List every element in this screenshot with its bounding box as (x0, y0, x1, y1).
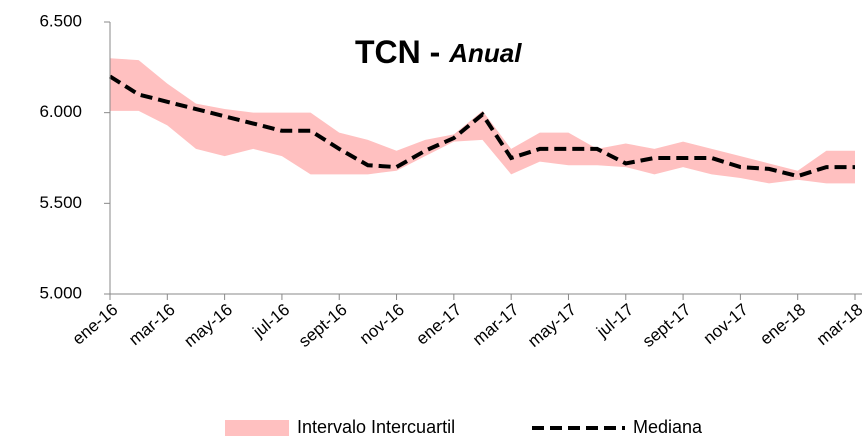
y-tick-label: 5.000 (39, 283, 82, 302)
x-tick-label: mar-16 (125, 300, 178, 349)
legend-label: Mediana (633, 417, 703, 437)
x-tick-label: may-17 (524, 300, 580, 351)
chart-title: TCN - Anual (355, 34, 522, 70)
y-tick-label: 6.500 (39, 11, 82, 30)
y-tick-label: 6.000 (39, 102, 82, 121)
x-tick-label: jul-16 (249, 300, 294, 342)
x-tick-label: nov-16 (356, 300, 408, 348)
x-tick-label: sept-17 (639, 300, 695, 351)
y-tick-label: 5.500 (39, 193, 82, 212)
interquartile-band (110, 58, 855, 184)
x-tick-label: mar-18 (813, 300, 866, 349)
x-tick-label: jul-17 (592, 300, 637, 342)
legend-swatch (225, 420, 289, 436)
x-tick-label: may-16 (180, 300, 236, 351)
median-line (108, 74, 855, 179)
chart-title-main: TCN - (355, 34, 440, 70)
x-tick-label: ene-16 (69, 300, 122, 349)
chart-title-sub: Anual (448, 38, 522, 68)
x-tick-label: sept-16 (295, 300, 351, 351)
x-tick-label: mar-17 (469, 300, 522, 349)
legend-label: Intervalo Intercuartil (297, 417, 455, 437)
x-tick-label: ene-18 (756, 300, 809, 349)
x-tick-label: nov-17 (700, 300, 752, 348)
x-tick-label: ene-17 (413, 300, 466, 349)
